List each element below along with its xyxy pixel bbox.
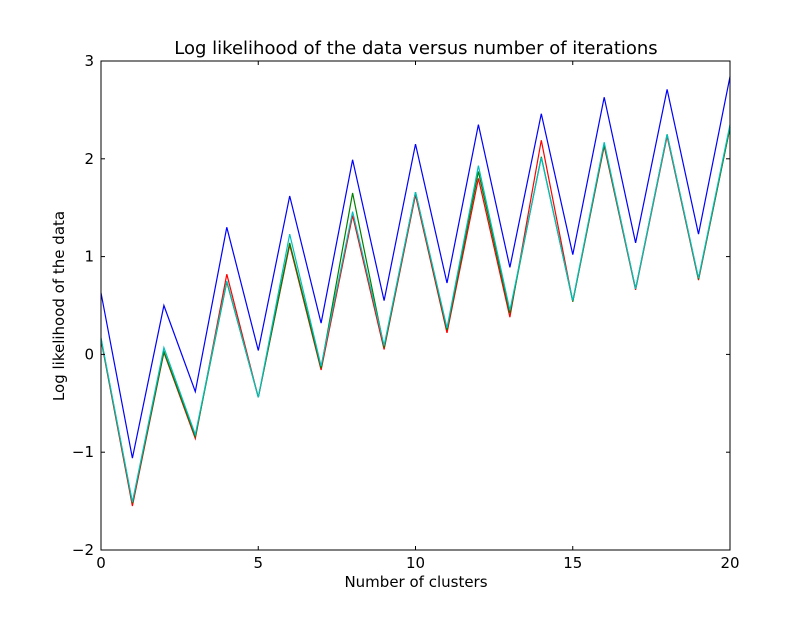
plot-area: 0 5 10 15 20 −2 −1 0 1 2 3: [72, 52, 740, 572]
y-tick-label: −1: [72, 443, 94, 461]
x-tick-label: 5: [253, 554, 263, 572]
y-tick-label: 0: [84, 345, 94, 363]
y-tick-label: 2: [84, 150, 94, 168]
x-tick-label: 10: [406, 554, 425, 572]
x-tick-label: 15: [563, 554, 582, 572]
x-tick-label: 0: [96, 554, 106, 572]
x-tick-label: 20: [720, 554, 739, 572]
y-axis-label: Log likelihood of the data: [50, 211, 68, 401]
y-tick-label: 1: [84, 248, 94, 266]
series-line-1: [100, 76, 731, 459]
y-tick-label: 3: [84, 52, 94, 70]
series-line-4: [100, 124, 731, 503]
x-axis-label: Number of clusters: [344, 573, 487, 591]
chart-title: Log likelihood of the data versus number…: [174, 38, 657, 59]
y-tick-label: −2: [72, 541, 94, 559]
